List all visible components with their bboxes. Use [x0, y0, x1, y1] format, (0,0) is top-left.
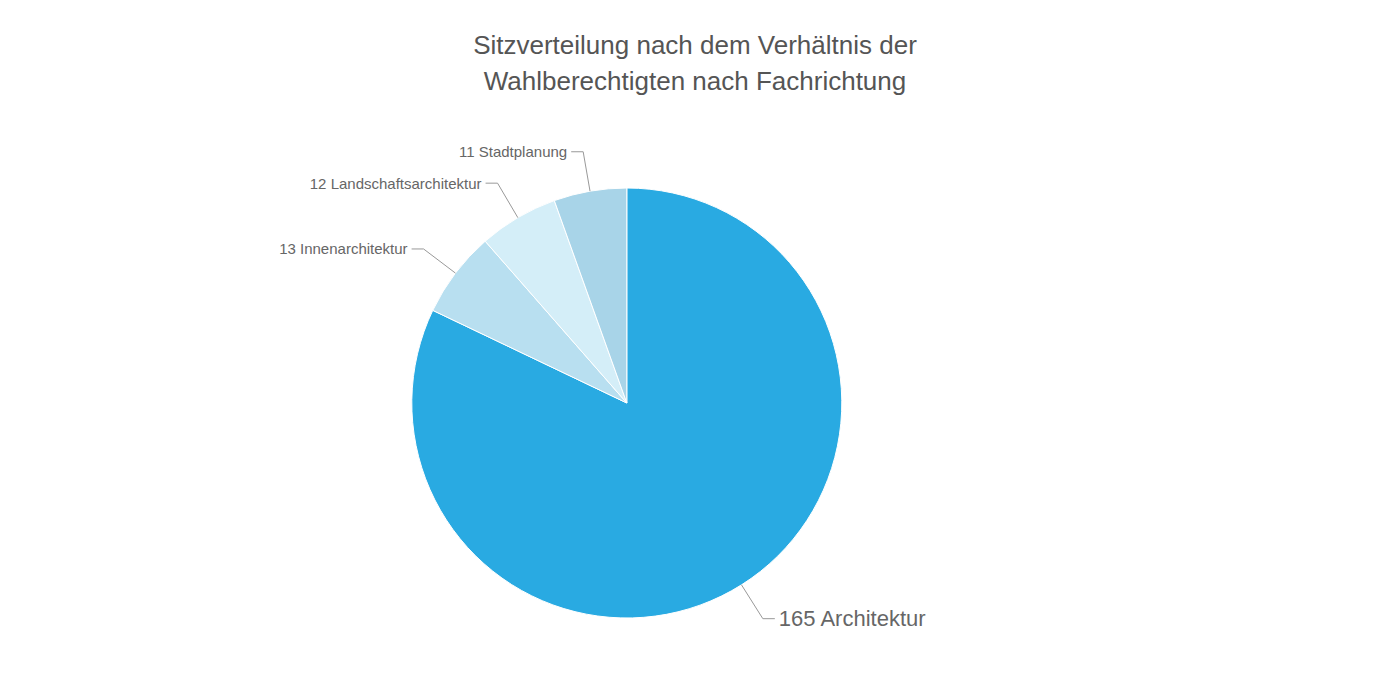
svg-text:13 Innenarchitektur: 13 Innenarchitektur [279, 240, 407, 257]
svg-text:11 Stadtplanung: 11 Stadtplanung [459, 143, 567, 160]
svg-text:12 Landschaftsarchitektur: 12 Landschaftsarchitektur [310, 175, 482, 192]
svg-text:165 Architektur: 165 Architektur [779, 606, 926, 631]
html-text:Sitzverteilung nach dem Verhäl: Sitzverteilung nach dem Verhältnis der W… [473, 29, 917, 96]
